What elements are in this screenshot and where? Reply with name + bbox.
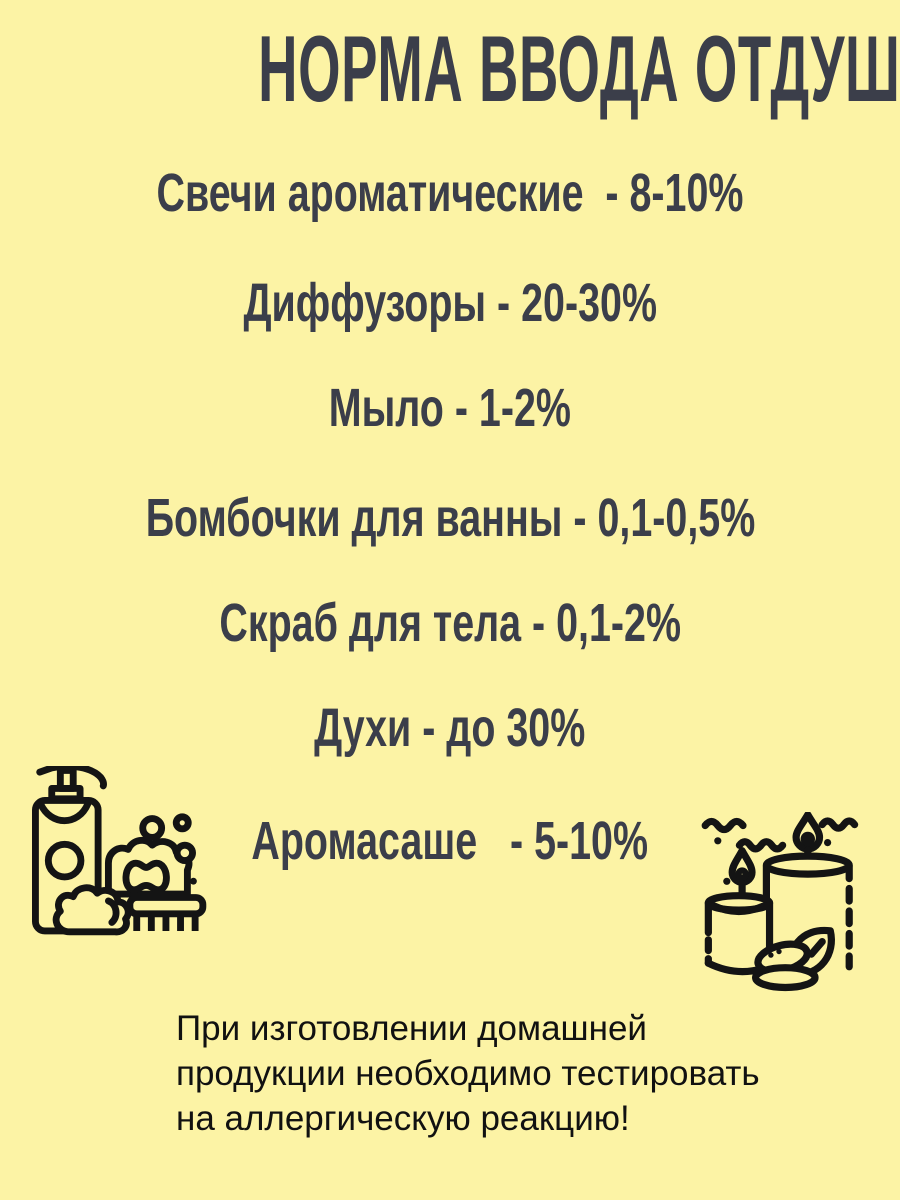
dosage-item-text: Свечи ароматические - 8-10% <box>156 163 744 223</box>
dosage-item-text: Бомбочки для ванны - 0,1-0,5% <box>145 488 755 548</box>
dosage-item-bath-bombs: Бомбочки для ванны - 0,1-0,5% <box>0 491 900 545</box>
soap-dispenser-icon <box>32 766 207 936</box>
dosage-item-diffusers: Диффузоры - 20-30% <box>0 276 900 330</box>
dosage-item-soap: Мыло - 1-2% <box>0 381 900 435</box>
dosage-item-text: Духи - до 30% <box>314 698 586 758</box>
warning-line: на аллергическую реакцию! <box>176 1099 630 1138</box>
dosage-item-candles: Свечи ароматические - 8-10% <box>0 166 900 220</box>
aroma-candles-icon <box>701 812 859 992</box>
dosage-item-text: Мыло - 1-2% <box>328 378 572 438</box>
page-title: НОРМА ВВОДА ОТДУШЕК <box>0 22 900 116</box>
dosage-item-body-scrub: Скраб для тела - 0,1-2% <box>0 596 900 650</box>
dosage-item-text: Скраб для тела - 0,1-2% <box>219 593 681 653</box>
dosage-item-text: Диффузоры - 20-30% <box>243 273 657 333</box>
warning-line: При изготовлении домашней <box>176 1009 647 1048</box>
allergy-warning-note: При изготовлении домашней продукции необ… <box>176 1006 836 1141</box>
dosage-item-perfume: Духи - до 30% <box>0 701 900 755</box>
page-title-text: НОРМА ВВОДА ОТДУШЕК <box>258 16 900 121</box>
dosage-item-aroma-sachet: Аромасаше - 5-10% <box>0 814 900 868</box>
dosage-item-text: Аромасаше - 5-10% <box>251 811 649 871</box>
warning-line: продукции необходимо тестировать <box>176 1054 760 1093</box>
